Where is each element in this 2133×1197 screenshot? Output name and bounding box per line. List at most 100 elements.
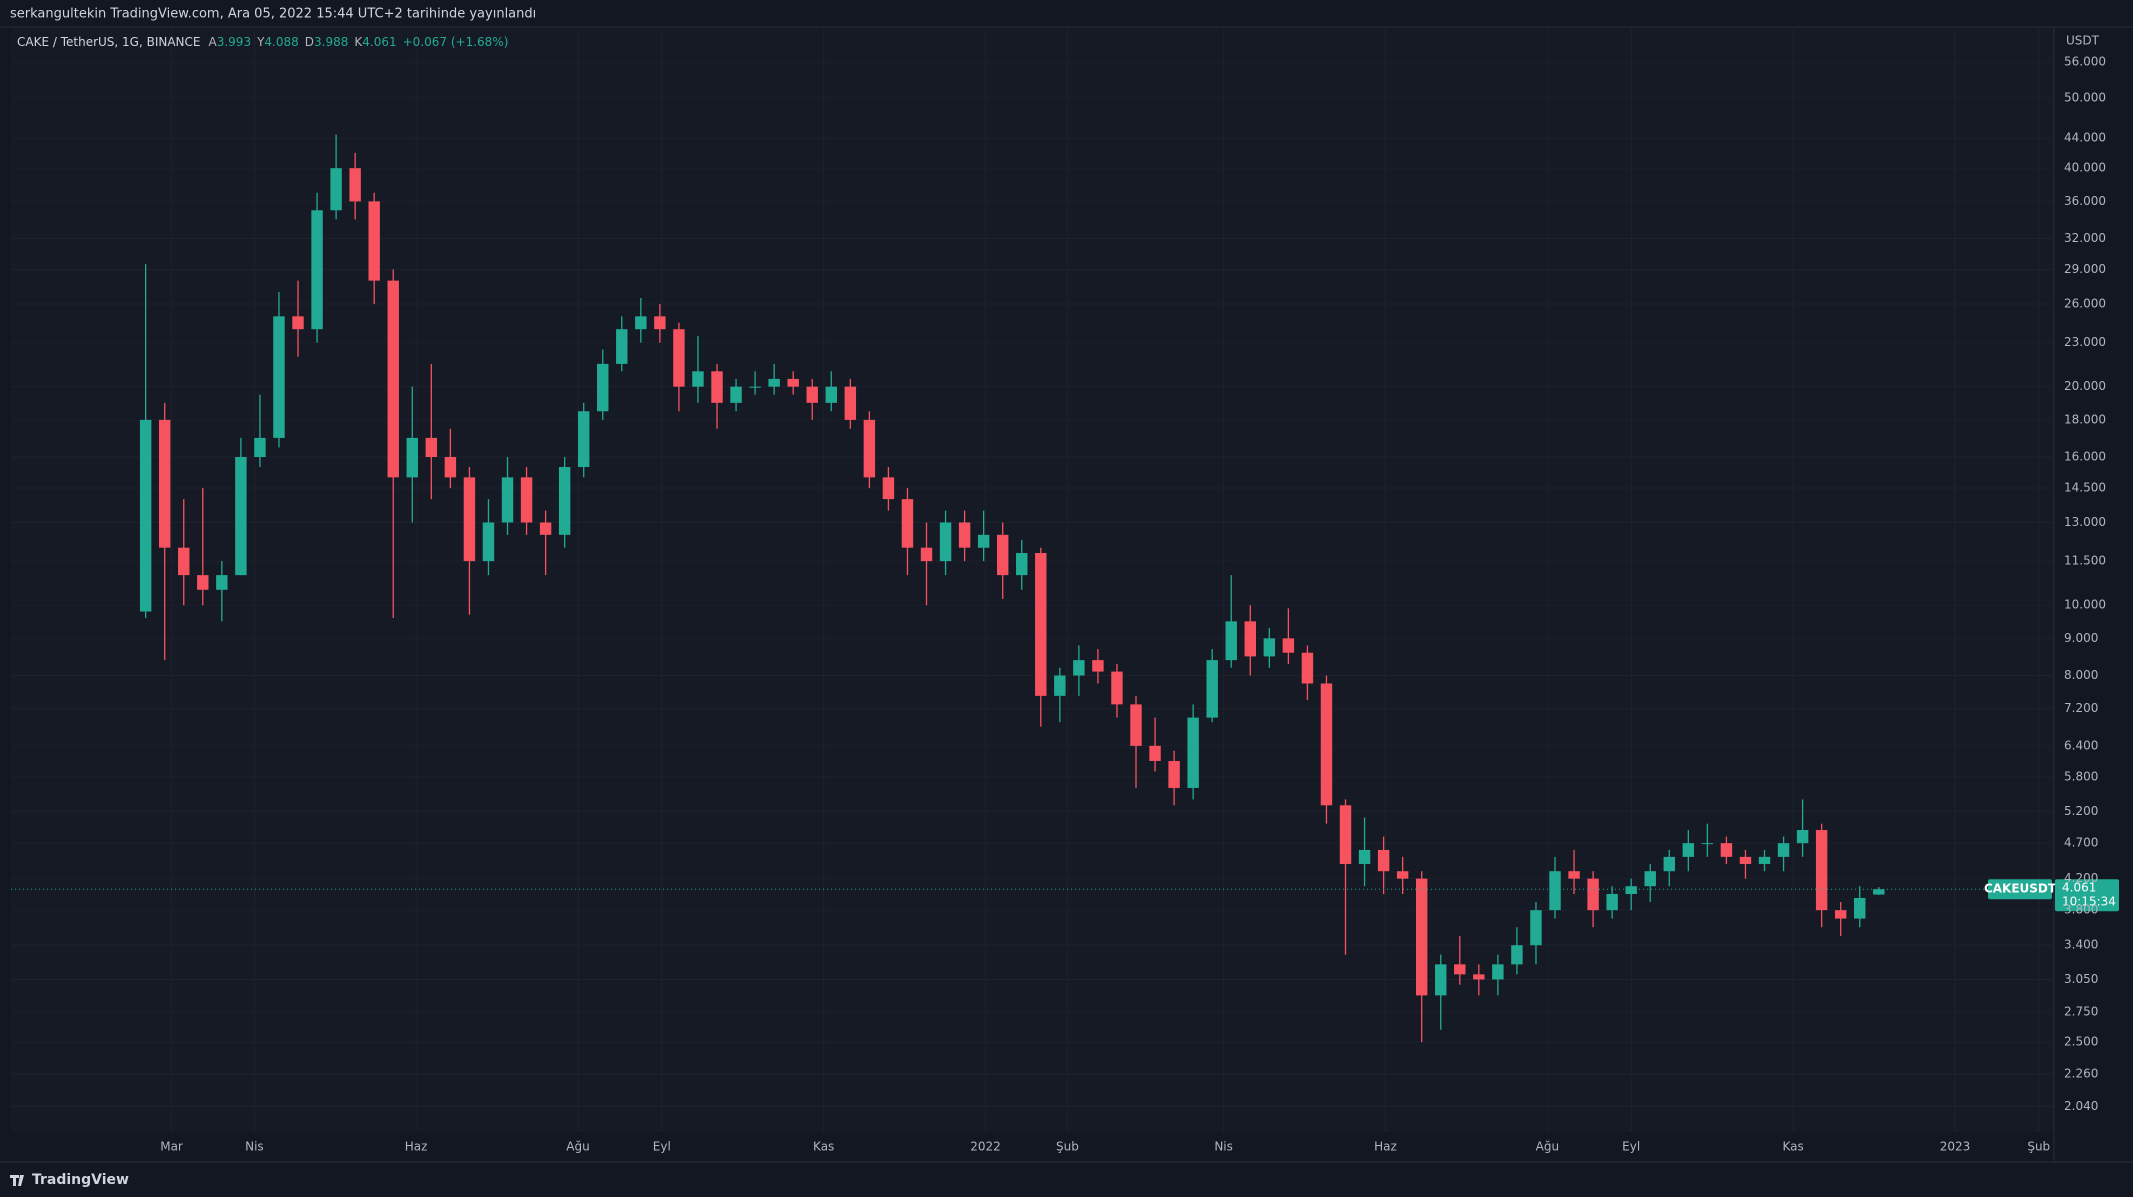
- candle-body: [1435, 964, 1447, 996]
- candle-body: [1511, 945, 1523, 965]
- x-tick-label: Kas: [1782, 1140, 1803, 1154]
- y-tick-label: 2.750: [2064, 1005, 2098, 1019]
- candle-body: [1054, 675, 1066, 696]
- x-tick-label: Eyl: [653, 1140, 671, 1154]
- candle-body: [1187, 717, 1199, 788]
- publish-title: serkangultekin TradingView.com, Ara 05, …: [10, 7, 536, 22]
- symbol-tag-label: CAKEUSDT: [1984, 882, 2057, 896]
- y-tick-label: 20.000: [2064, 379, 2106, 393]
- candle-body: [577, 411, 590, 468]
- candle-body: [806, 386, 818, 403]
- y-tick-label: 16.000: [2064, 450, 2106, 464]
- candle-body: [1111, 671, 1123, 705]
- candle-body: [1016, 552, 1028, 576]
- candle-body: [1682, 843, 1695, 857]
- candle-body: [197, 575, 209, 590]
- candle-body: [1320, 683, 1333, 806]
- y-tick-label: 2.040: [2064, 1099, 2098, 1113]
- candle-body: [863, 419, 876, 478]
- candle-body: [1644, 871, 1656, 887]
- candle-body: [711, 371, 723, 403]
- candle-body: [882, 477, 895, 500]
- x-tick-label: Şub: [1056, 1140, 1079, 1154]
- candle-body: [1625, 886, 1637, 895]
- candle-body: [425, 437, 438, 458]
- ohlc-key: D: [305, 35, 314, 49]
- candle-body: [1758, 856, 1771, 864]
- candle-body: [920, 547, 933, 562]
- candle-body: [216, 575, 228, 590]
- candle-body: [235, 457, 247, 576]
- candle-body: [1834, 910, 1847, 919]
- y-tick-label: 2.500: [2064, 1035, 2098, 1049]
- candle-body: [1720, 843, 1733, 857]
- candle-body: [1815, 830, 1828, 911]
- candle-body: [254, 437, 266, 458]
- y-tick-label: 36.000: [2064, 194, 2106, 208]
- y-tick-label: 11.500: [2064, 554, 2106, 568]
- candle-body: [673, 329, 685, 387]
- y-unit: USDT: [2066, 34, 2100, 48]
- ohlc-value: 3.988: [314, 35, 348, 49]
- candle-body: [1606, 894, 1618, 911]
- candle-body: [1549, 871, 1561, 911]
- candle-body: [273, 316, 285, 438]
- price-tag: [2055, 879, 2119, 912]
- candle-body: [482, 522, 495, 562]
- candle-body: [368, 201, 380, 281]
- candle-body: [1035, 552, 1047, 696]
- y-tick-label: 8.000: [2064, 668, 2098, 682]
- candle-body: [1777, 843, 1790, 857]
- y-tick-label: 5.800: [2064, 769, 2098, 783]
- candle-body: [1873, 889, 1885, 895]
- y-tick-label: 10.000: [2064, 598, 2106, 612]
- candle-body: [387, 280, 399, 478]
- x-tick-label: Mar: [160, 1140, 183, 1154]
- price-tag-countdown: 10:15:34: [2062, 895, 2116, 909]
- candle-body: [654, 316, 666, 330]
- candle-body: [1530, 910, 1542, 946]
- candle-body: [1206, 660, 1218, 718]
- x-tick-label: Ağu: [1536, 1140, 1559, 1154]
- y-tick-label: 40.000: [2064, 161, 2106, 175]
- candle-body: [1396, 871, 1409, 879]
- candle-body: [1358, 849, 1371, 864]
- y-tick-label: 6.400: [2064, 738, 2098, 752]
- ohlc-key: Y: [256, 35, 265, 49]
- candles: [139, 134, 1885, 1043]
- candle-body: [1473, 974, 1485, 980]
- candle-body: [768, 378, 780, 387]
- y-tick-label: 26.000: [2064, 296, 2106, 310]
- y-tick-label: 3.050: [2064, 972, 2098, 986]
- x-tick-label: Haz: [405, 1140, 428, 1154]
- candle-body: [1225, 621, 1237, 661]
- price-tag-value: 4.061: [2062, 881, 2096, 895]
- y-tick-label: 44.000: [2064, 131, 2106, 145]
- candle-body: [825, 386, 837, 403]
- candle-body: [1339, 805, 1352, 864]
- candle-body: [1492, 964, 1504, 980]
- candle-body: [311, 210, 323, 330]
- ohlc-value: 4.061: [362, 35, 396, 49]
- brand: TradingView: [32, 1172, 129, 1188]
- y-tick-label: 13.000: [2064, 515, 2106, 529]
- candle-body: [939, 522, 952, 562]
- x-tick-label: 2022: [970, 1140, 1001, 1154]
- candle-body: [406, 437, 419, 478]
- candle-body: [539, 522, 552, 535]
- candle-body: [349, 168, 361, 202]
- y-tick-label: 23.000: [2064, 335, 2106, 349]
- candle-body: [787, 378, 799, 387]
- y-tick-label: 50.000: [2064, 90, 2106, 104]
- candle-body: [1244, 621, 1256, 657]
- symbol-legend: CAKE / TetherUS, 1G, BINANCE A3.993 Y4.088…: [17, 35, 508, 49]
- symbol: CAKE / TetherUS, 1G, BINANCE: [17, 35, 201, 49]
- x-tick-label: Kas: [813, 1140, 834, 1154]
- y-tick-label: 14.500: [2064, 481, 2106, 495]
- ohlc-key: K: [354, 35, 363, 49]
- plot-area: [11, 27, 2054, 1132]
- y-tick-label: 2.260: [2064, 1066, 2098, 1080]
- y-tick-label: 3.800: [2064, 903, 2098, 917]
